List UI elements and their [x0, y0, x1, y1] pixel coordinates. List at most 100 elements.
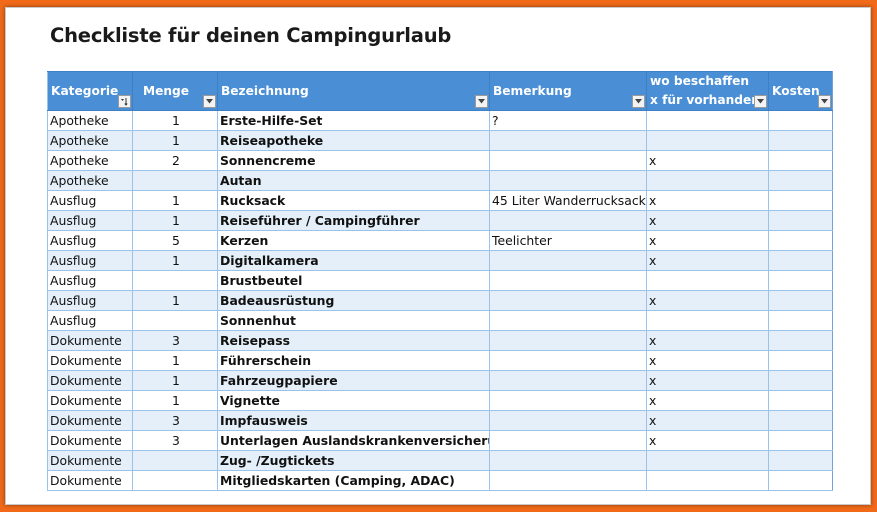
cell-kategorie[interactable]: Ausflug [47, 270, 133, 291]
cell-kategorie[interactable]: Ausflug [47, 230, 133, 251]
cell-kosten[interactable] [768, 210, 833, 231]
cell-wo-beschaffen[interactable] [646, 270, 769, 291]
cell-bezeichnung[interactable]: Führerschein [217, 350, 490, 371]
cell-kosten[interactable] [768, 310, 833, 331]
cell-kategorie[interactable]: Dokumente [47, 470, 133, 491]
cell-menge[interactable] [132, 310, 218, 331]
cell-bezeichnung[interactable]: Brustbeutel [217, 270, 490, 291]
dropdown-filter-icon[interactable] [632, 95, 645, 108]
cell-kosten[interactable] [768, 110, 833, 131]
cell-kosten[interactable] [768, 130, 833, 151]
cell-bemerkung[interactable] [489, 170, 647, 191]
cell-bemerkung[interactable]: 45 Liter Wanderrucksack [489, 190, 647, 211]
cell-menge[interactable] [132, 470, 218, 491]
cell-kategorie[interactable]: Dokumente [47, 350, 133, 371]
cell-menge[interactable]: 1 [132, 350, 218, 371]
cell-menge[interactable]: 3 [132, 430, 218, 451]
cell-kategorie[interactable]: Dokumente [47, 370, 133, 391]
cell-kosten[interactable] [768, 150, 833, 171]
cell-wo-beschaffen[interactable]: x [646, 430, 769, 451]
cell-kategorie[interactable]: Apotheke [47, 170, 133, 191]
column-header-wo-beschaffen[interactable]: wo beschaffen x für vorhanden [646, 71, 769, 111]
cell-bezeichnung[interactable]: Unterlagen Auslandskrankenversicherung [217, 430, 490, 451]
cell-kategorie[interactable]: Apotheke [47, 150, 133, 171]
column-header-kosten[interactable]: Kosten [768, 71, 833, 111]
cell-menge[interactable]: 5 [132, 230, 218, 251]
cell-bemerkung[interactable] [489, 450, 647, 471]
column-header-bezeichnung[interactable]: Bezeichnung [217, 71, 490, 111]
cell-kategorie[interactable]: Ausflug [47, 250, 133, 271]
cell-wo-beschaffen[interactable]: x [646, 210, 769, 231]
column-header-menge[interactable]: Menge [132, 71, 218, 111]
dropdown-filter-icon[interactable] [754, 95, 767, 108]
cell-bezeichnung[interactable]: Rucksack [217, 190, 490, 211]
cell-bemerkung[interactable] [489, 430, 647, 451]
cell-kosten[interactable] [768, 430, 833, 451]
cell-kategorie[interactable]: Ausflug [47, 310, 133, 331]
cell-wo-beschaffen[interactable]: x [646, 190, 769, 211]
cell-kosten[interactable] [768, 270, 833, 291]
cell-bemerkung[interactable] [489, 210, 647, 231]
cell-bezeichnung[interactable]: Reisepass [217, 330, 490, 351]
cell-kategorie[interactable]: Ausflug [47, 290, 133, 311]
column-header-bemerkung[interactable]: Bemerkung [489, 71, 647, 111]
cell-wo-beschaffen[interactable] [646, 470, 769, 491]
cell-kategorie[interactable]: Ausflug [47, 190, 133, 211]
cell-kategorie[interactable]: Apotheke [47, 130, 133, 151]
cell-bemerkung[interactable] [489, 250, 647, 271]
cell-wo-beschaffen[interactable] [646, 450, 769, 471]
cell-kategorie[interactable]: Dokumente [47, 450, 133, 471]
cell-wo-beschaffen[interactable] [646, 170, 769, 191]
cell-bemerkung[interactable]: Teelichter [489, 230, 647, 251]
column-header-kategorie[interactable]: Kategorie [47, 71, 133, 111]
cell-bezeichnung[interactable]: Reiseapotheke [217, 130, 490, 151]
cell-bemerkung[interactable] [489, 330, 647, 351]
cell-wo-beschaffen[interactable] [646, 310, 769, 331]
cell-bezeichnung[interactable]: Mitgliedskarten (Camping, ADAC) [217, 470, 490, 491]
cell-wo-beschaffen[interactable]: x [646, 350, 769, 371]
cell-kosten[interactable] [768, 370, 833, 391]
cell-menge[interactable]: 1 [132, 370, 218, 391]
cell-menge[interactable] [132, 170, 218, 191]
cell-kosten[interactable] [768, 450, 833, 471]
cell-menge[interactable]: 3 [132, 330, 218, 351]
cell-menge[interactable]: 3 [132, 410, 218, 431]
cell-bezeichnung[interactable]: Autan [217, 170, 490, 191]
cell-kosten[interactable] [768, 350, 833, 371]
cell-wo-beschaffen[interactable] [646, 130, 769, 151]
cell-kategorie[interactable]: Ausflug [47, 210, 133, 231]
cell-wo-beschaffen[interactable]: x [646, 410, 769, 431]
cell-kategorie[interactable]: Dokumente [47, 430, 133, 451]
cell-menge[interactable]: 1 [132, 210, 218, 231]
cell-kosten[interactable] [768, 170, 833, 191]
sort-filter-icon[interactable] [118, 95, 131, 108]
cell-wo-beschaffen[interactable]: x [646, 150, 769, 171]
cell-bezeichnung[interactable]: Badeausrüstung [217, 290, 490, 311]
cell-kosten[interactable] [768, 470, 833, 491]
cell-kategorie[interactable]: Dokumente [47, 390, 133, 411]
cell-kategorie[interactable]: Dokumente [47, 330, 133, 351]
cell-kosten[interactable] [768, 230, 833, 251]
cell-menge[interactable]: 1 [132, 290, 218, 311]
cell-bemerkung[interactable] [489, 130, 647, 151]
cell-bemerkung[interactable] [489, 410, 647, 431]
cell-bezeichnung[interactable]: Fahrzeugpapiere [217, 370, 490, 391]
cell-bezeichnung[interactable]: Sonnenhut [217, 310, 490, 331]
cell-wo-beschaffen[interactable]: x [646, 290, 769, 311]
cell-menge[interactable]: 1 [132, 130, 218, 151]
cell-menge[interactable]: 1 [132, 250, 218, 271]
dropdown-filter-icon[interactable] [818, 95, 831, 108]
cell-bemerkung[interactable] [489, 350, 647, 371]
cell-kosten[interactable] [768, 410, 833, 431]
cell-bezeichnung[interactable]: Kerzen [217, 230, 490, 251]
cell-bezeichnung[interactable]: Erste-Hilfe-Set [217, 110, 490, 131]
cell-bemerkung[interactable]: ? [489, 110, 647, 131]
cell-bemerkung[interactable] [489, 370, 647, 391]
cell-kosten[interactable] [768, 290, 833, 311]
cell-bemerkung[interactable] [489, 470, 647, 491]
cell-bemerkung[interactable] [489, 390, 647, 411]
cell-menge[interactable]: 2 [132, 150, 218, 171]
cell-bemerkung[interactable] [489, 270, 647, 291]
cell-kosten[interactable] [768, 330, 833, 351]
cell-wo-beschaffen[interactable]: x [646, 390, 769, 411]
